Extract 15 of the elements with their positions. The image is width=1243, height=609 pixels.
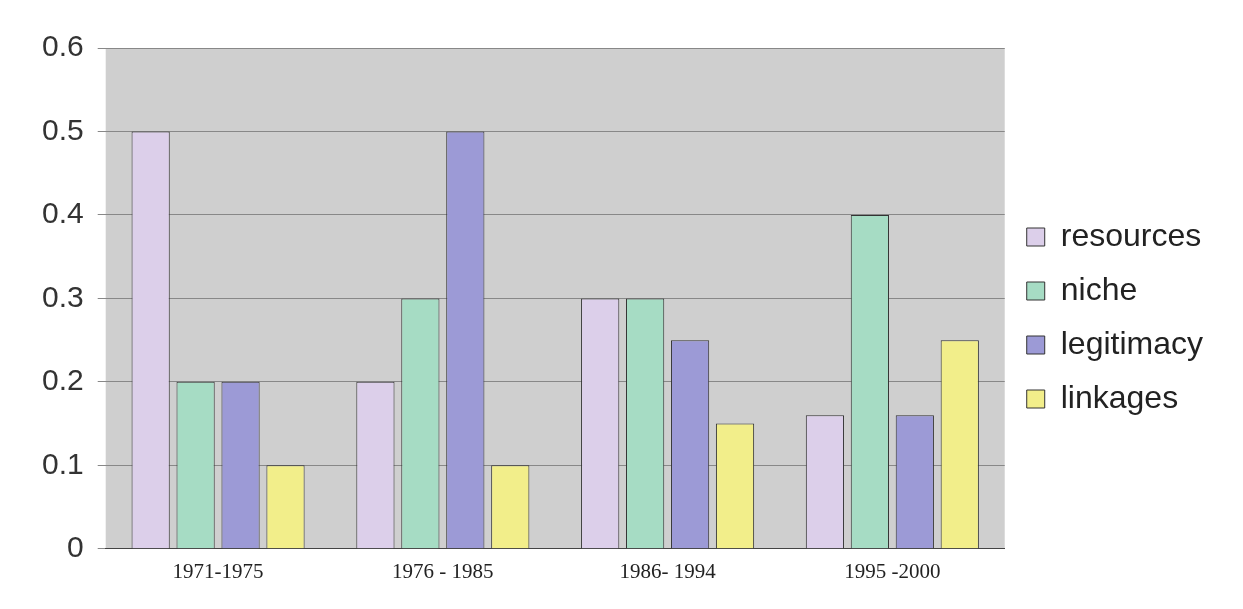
x-tick-label: 1986- 1994 (619, 558, 717, 583)
legend-label: niche (1060, 270, 1138, 307)
y-tick-label: 0.3 (41, 279, 84, 313)
y-tick-label: 0.2 (41, 363, 84, 397)
y-tick-label: 0.4 (41, 196, 84, 230)
x-tick-label: 1976 - 1985 (392, 558, 494, 583)
y-tick-label: 0.5 (41, 112, 84, 146)
y-tick-label: 0.1 (41, 446, 84, 480)
y-tick-label: 0.6 (41, 29, 84, 63)
legend-label: resources (1060, 216, 1202, 253)
y-tick-label: 0 (67, 530, 84, 564)
x-tick-label: 1995 -2000 (844, 558, 941, 583)
legend-label: linkages (1060, 378, 1179, 415)
x-tick-label: 1971-1975 (172, 558, 264, 583)
legend-label: legitimacy (1060, 324, 1203, 361)
